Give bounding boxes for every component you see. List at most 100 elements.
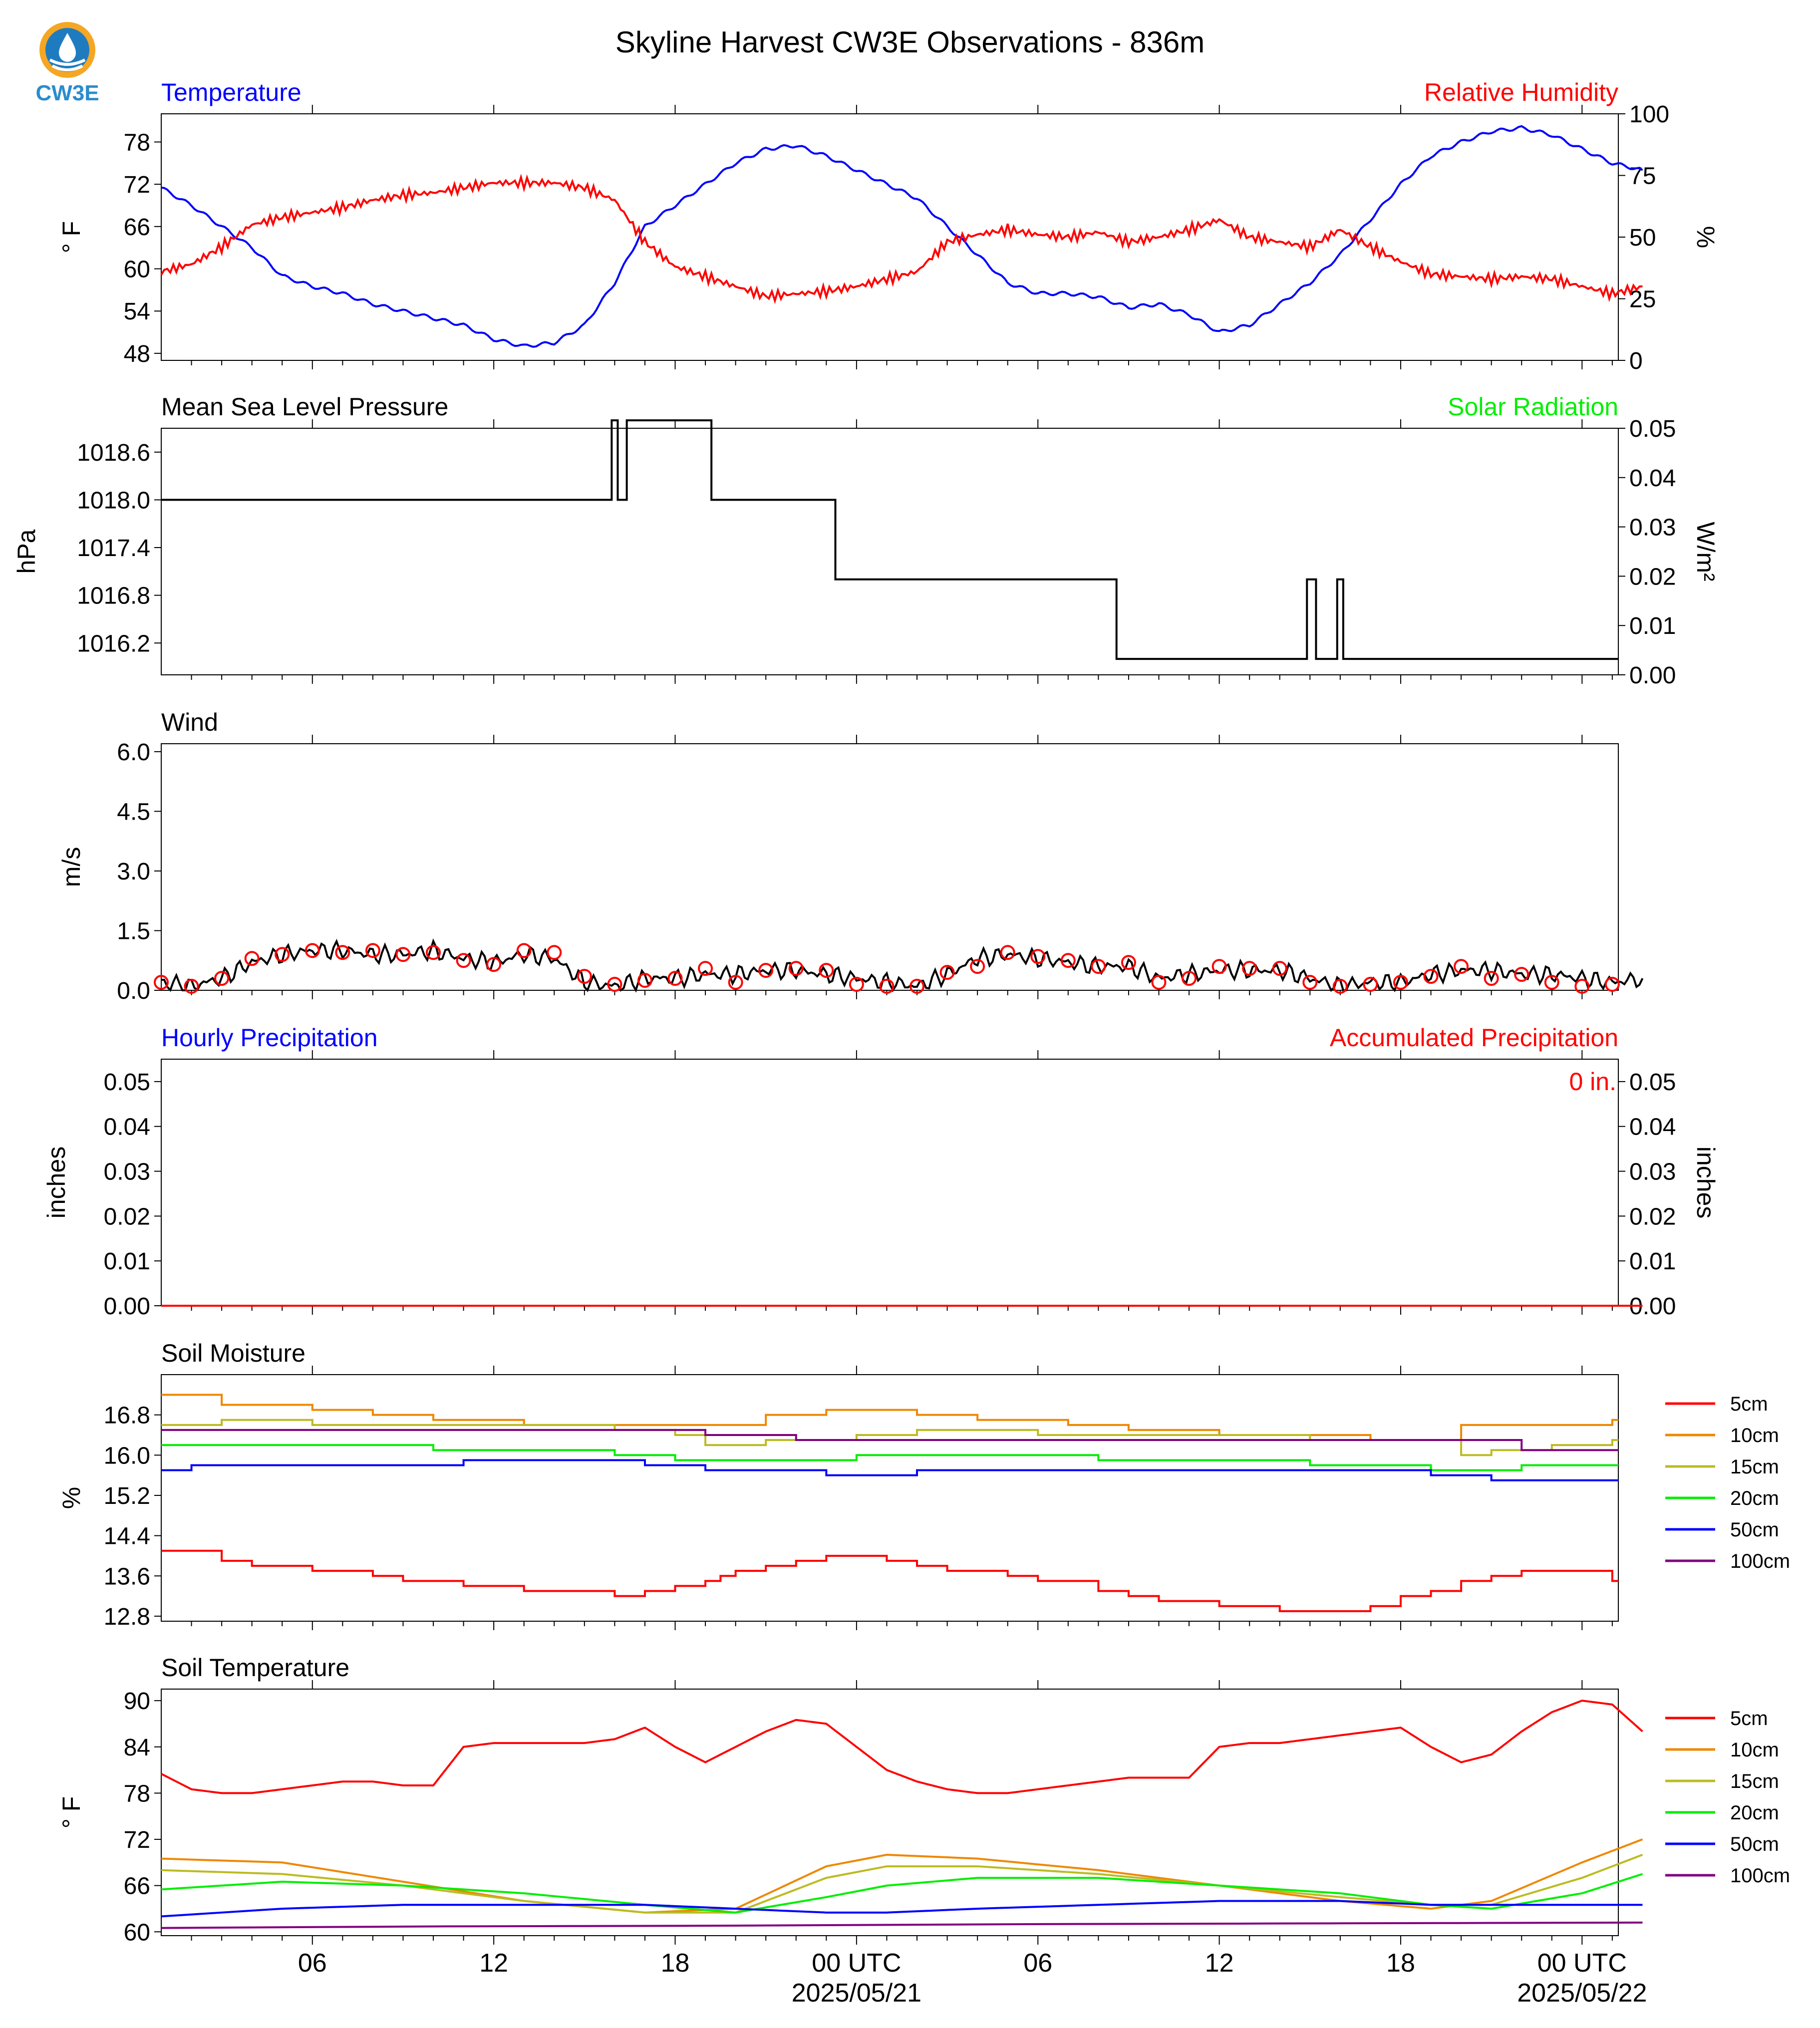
y-tick-label-left: 72 [124, 172, 150, 198]
series-15cm [161, 1419, 1618, 1456]
y-tick-label-right: 0.00 [1629, 662, 1676, 689]
y-tick-label-left: 16.8 [104, 1403, 150, 1429]
wind-marker [1060, 953, 1076, 968]
wind-marker [819, 963, 834, 978]
y-tick-label-left: 1016.8 [77, 583, 150, 609]
y-axis-label-right: W/m² [1692, 522, 1720, 581]
legend-label: 100cm [1730, 1865, 1790, 1887]
y-axis-label-left: ° F [57, 1796, 85, 1828]
y-tick-label-left: 72 [124, 1827, 150, 1853]
legend-label: 5cm [1730, 1393, 1768, 1415]
series-50cm [161, 1900, 1643, 1918]
series-20cm [161, 1444, 1618, 1471]
series-20cm [161, 1873, 1643, 1914]
y-tick-label-left: 84 [124, 1735, 150, 1761]
wind-marker [335, 945, 350, 960]
y-tick-label-left: 14.4 [104, 1523, 150, 1550]
series-wind [161, 938, 1644, 993]
wind-marker [1121, 955, 1136, 970]
panel-soil_temp: Soil Temperature 60 66 72 78 84 90 ° F 5cm 10cm 15… [57, 1654, 1790, 1946]
y-tick-label-left: 1017.4 [77, 535, 150, 562]
y-axis-label-left: hPa [12, 529, 40, 574]
x-tick-label: 18 [1386, 1949, 1415, 1978]
y-tick-label-left: 78 [124, 129, 150, 156]
wind-marker [547, 945, 562, 960]
wind-marker [456, 953, 471, 968]
panel-title-right: Relative Humidity [1424, 78, 1618, 106]
panel-soil_moisture: Soil Moisture 12.8 13.6 14.4 15.2 16.0 16.8% 5c… [57, 1339, 1790, 1630]
wind-marker [1544, 975, 1559, 990]
y-tick-label-right: 0.02 [1629, 1203, 1676, 1230]
wind-marker [1454, 959, 1469, 974]
y-tick-label-left: 66 [124, 214, 150, 241]
figure-title: Skyline Harvest CW3E Observations - 836m [615, 25, 1205, 59]
y-tick-label-right: 0.01 [1629, 1248, 1676, 1275]
y-tick-label-left: 0.01 [104, 1248, 150, 1275]
y-tick-label-right: 75 [1629, 163, 1656, 190]
x-tick-label: 12 [1205, 1949, 1234, 1978]
wind-marker [1332, 979, 1348, 994]
wind-marker [395, 947, 411, 962]
y-tick-label-left: 3.0 [117, 859, 150, 885]
legend-label: 10cm [1730, 1425, 1779, 1447]
wind-marker [1423, 969, 1439, 984]
x-tick-date-label: 2025/05/22 [1517, 1979, 1647, 2008]
y-tick-label-right: 0.05 [1629, 416, 1676, 442]
series-100cm [161, 1921, 1643, 1929]
logo-text: CW3E [35, 81, 99, 105]
y-tick-label-left: 0.0 [117, 978, 150, 1004]
series-relative-humidity [160, 174, 1643, 304]
x-tick-date-label: 2025/05/21 [792, 1979, 921, 2008]
y-axis-label-left: m/s [57, 847, 85, 887]
wind-marker [426, 945, 441, 960]
wind-marker [516, 943, 532, 958]
y-tick-label-left: 0.02 [104, 1203, 150, 1230]
wind-marker [1514, 967, 1529, 982]
wind-marker [970, 959, 985, 974]
wind-marker [1272, 961, 1287, 976]
wind-marker [1574, 979, 1590, 994]
y-tick-label-right: 0 [1629, 348, 1643, 374]
panel-temp_rh: Temperature Relative Humidity 48 54 60 66 72 78… [57, 78, 1720, 374]
panel-precip: Hourly Precipitation Accumulated Precipit… [42, 1024, 1720, 1320]
y-tick-label-right: 0.03 [1629, 1159, 1676, 1185]
series-mean-sea-level-pressure [161, 419, 1618, 660]
y-axis-label-left: inches [42, 1147, 70, 1219]
panels: Temperature Relative Humidity 48 54 60 66 72 78… [12, 78, 1790, 1946]
cw3e-logo: CW3E [30, 15, 105, 105]
legend-label: 15cm [1730, 1770, 1779, 1792]
y-tick-label-right: 0.05 [1629, 1069, 1676, 1096]
plot-frame [161, 428, 1619, 675]
y-tick-label-left: 78 [124, 1780, 150, 1807]
wind-marker [1302, 975, 1318, 990]
panel-title-left: Temperature [161, 78, 302, 106]
wind-marker [1604, 977, 1620, 992]
y-tick-label-right: 0.02 [1629, 564, 1676, 590]
wind-marker [365, 943, 380, 958]
x-tick-label: 06 [298, 1949, 327, 1978]
y-tick-label-left: 12.8 [104, 1604, 150, 1630]
wind-marker [788, 961, 804, 976]
y-tick-label-left: 1018.6 [77, 440, 150, 466]
y-tick-label-left: 66 [124, 1873, 150, 1900]
plot-frame [161, 1689, 1619, 1936]
x-tick-label: 18 [661, 1949, 690, 1978]
y-tick-label-left: 1018.0 [77, 487, 150, 514]
panel-title-right: Accumulated Precipitation [1330, 1024, 1618, 1052]
y-tick-label-right: 0.04 [1629, 465, 1676, 492]
y-tick-label-left: 48 [124, 341, 150, 367]
wind-marker [244, 951, 260, 966]
plot-frame [161, 113, 1619, 361]
legend-label: 10cm [1730, 1739, 1779, 1761]
wind-marker [1212, 959, 1227, 974]
y-tick-label-left: 6.0 [117, 739, 150, 766]
wind-marker [1182, 971, 1197, 986]
plot-frame [161, 1059, 1619, 1306]
y-axis-label-right: inches [1692, 1147, 1720, 1219]
y-tick-label-left: 4.5 [117, 799, 150, 825]
y-tick-label-right: 0.03 [1629, 515, 1676, 541]
y-tick-label-right: 50 [1629, 225, 1656, 251]
legend-label: 5cm [1730, 1708, 1768, 1730]
y-tick-label-left: 60 [124, 257, 150, 283]
